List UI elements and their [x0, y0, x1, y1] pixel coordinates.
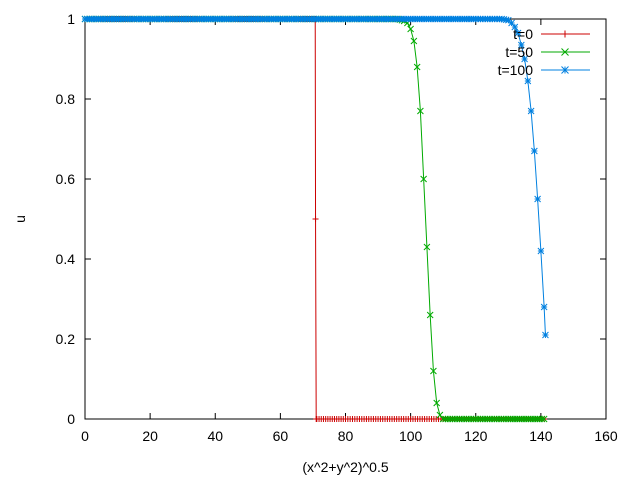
data-point	[534, 195, 541, 203]
data-point	[407, 25, 414, 33]
y-tick-label: 0.8	[56, 91, 76, 107]
data-point	[420, 175, 428, 183]
series-2	[81, 15, 549, 339]
y-tick-label: 0.4	[56, 251, 76, 267]
data-point	[537, 247, 545, 255]
data-point	[527, 107, 535, 115]
data-point	[514, 29, 522, 37]
data-point	[524, 77, 532, 85]
data-point	[417, 107, 424, 115]
data-point	[517, 41, 525, 49]
data-point	[540, 303, 548, 311]
x-tick-labels: 0 20 40 60 80 100 120 140 160	[81, 428, 618, 444]
series-layer	[81, 15, 549, 423]
y-tick-label: 0.6	[56, 171, 76, 187]
y-tick-label: 1	[67, 11, 75, 27]
legend-marker	[561, 66, 569, 74]
legend-label: t=0	[513, 26, 533, 42]
data-point	[511, 23, 519, 31]
x-axis-label: (x^2+y^2)^0.5	[302, 459, 388, 475]
x-tick-label: 120	[464, 428, 488, 444]
data-point	[540, 415, 548, 423]
y-axis-label: u	[12, 215, 28, 223]
data-point	[542, 331, 549, 339]
data-point	[312, 216, 319, 222]
data-point	[413, 63, 421, 71]
data-point	[426, 311, 434, 319]
x-tick-label: 60	[273, 428, 289, 444]
legend-marker	[561, 48, 569, 56]
x-tick-label: 20	[142, 428, 158, 444]
x-tick-label: 80	[338, 428, 354, 444]
x-tick-label: 140	[529, 428, 553, 444]
x-tick-label: 40	[207, 428, 223, 444]
data-point	[531, 147, 538, 155]
y-tick-labels: 0 0.2 0.4 0.6 0.8 1	[56, 11, 76, 427]
data-point	[436, 411, 444, 419]
series-0	[82, 16, 548, 422]
legend-marker	[561, 30, 569, 38]
data-point	[410, 37, 418, 45]
x-tick-label: 0	[81, 428, 89, 444]
legend-label: t=50	[505, 44, 533, 60]
legend-label: t=100	[498, 62, 534, 78]
x-tick-label: 100	[399, 428, 423, 444]
legend: t=0 t=50 t=100	[498, 26, 590, 78]
data-point	[521, 55, 528, 63]
y-tick-label: 0.2	[56, 331, 76, 347]
data-point	[433, 399, 441, 407]
data-point	[538, 415, 546, 423]
x-tick-label: 160	[594, 428, 618, 444]
data-point	[508, 19, 515, 27]
y-tick-label: 0	[67, 411, 75, 427]
data-point	[423, 243, 431, 251]
data-point	[430, 367, 437, 375]
